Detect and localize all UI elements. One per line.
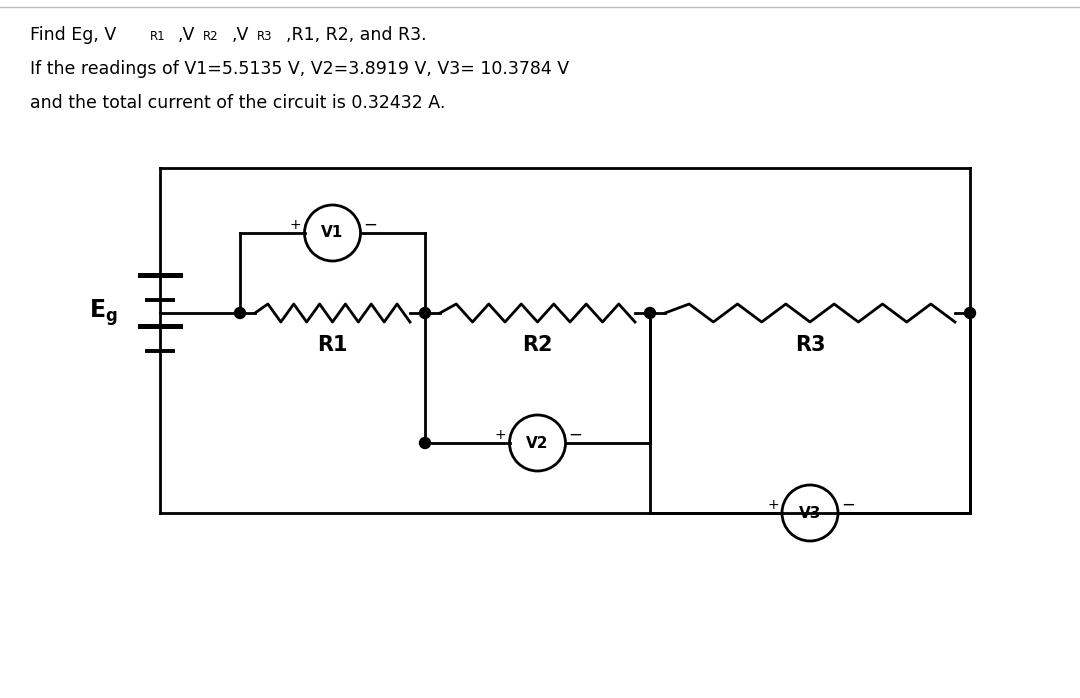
- Text: −: −: [841, 496, 855, 514]
- Text: and the total current of the circuit is 0.32432 A.: and the total current of the circuit is …: [30, 94, 445, 112]
- Circle shape: [419, 308, 431, 318]
- Text: −: −: [568, 426, 582, 444]
- Text: $\mathbf{E_g}$: $\mathbf{E_g}$: [90, 297, 118, 328]
- Circle shape: [234, 308, 245, 318]
- Text: +: +: [767, 498, 779, 512]
- Text: −: −: [364, 216, 377, 234]
- Text: R2: R2: [523, 335, 553, 355]
- Circle shape: [645, 308, 656, 318]
- Circle shape: [964, 308, 975, 318]
- Text: +: +: [495, 428, 507, 442]
- Text: R3: R3: [257, 30, 272, 43]
- Text: If the readings of V1=5.5135 V, V2=3.8919 V, V3= 10.3784 V: If the readings of V1=5.5135 V, V2=3.891…: [30, 60, 569, 78]
- Text: R1: R1: [318, 335, 348, 355]
- Text: ,R1, R2, and R3.: ,R1, R2, and R3.: [286, 26, 427, 44]
- Text: ,V: ,V: [232, 26, 249, 44]
- Text: V1: V1: [322, 225, 343, 241]
- Circle shape: [419, 438, 431, 449]
- Text: +: +: [289, 218, 301, 232]
- Text: V2: V2: [526, 436, 549, 450]
- Text: R1: R1: [150, 30, 165, 43]
- Text: Find Eg, V: Find Eg, V: [30, 26, 117, 44]
- Text: R3: R3: [795, 335, 825, 355]
- Text: ,V: ,V: [178, 26, 195, 44]
- Text: V3: V3: [799, 505, 821, 521]
- Text: R2: R2: [203, 30, 218, 43]
